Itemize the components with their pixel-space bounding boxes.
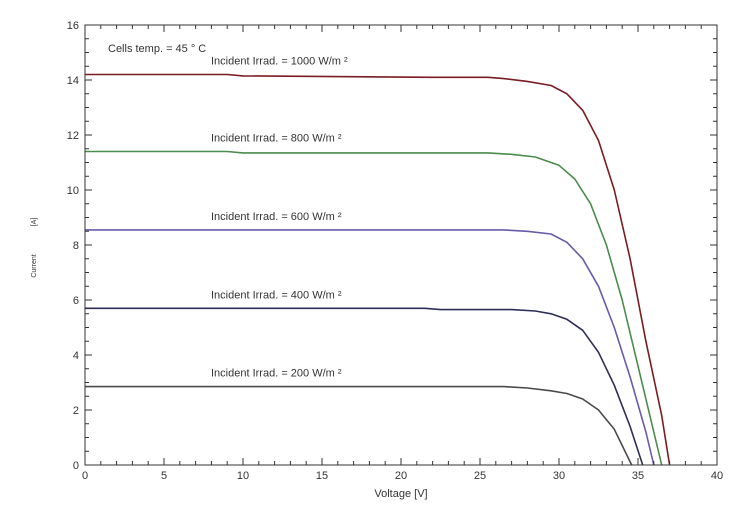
series-line-3 — [85, 307, 644, 466]
x-tick-label: 10 — [237, 470, 249, 482]
x-tick-label: 0 — [82, 470, 88, 482]
x-tick-label: 35 — [632, 470, 644, 482]
y-axis-label-name: Current — [31, 254, 38, 277]
series-label-0: Incident Irrad. = 1000 W/m ² — [211, 56, 348, 68]
y-tick-label: 8 — [73, 240, 79, 252]
y-tick-label: 0 — [73, 460, 79, 472]
series-label-2: Incident Irrad. = 600 W/m ² — [211, 211, 342, 223]
x-axis-label: Voltage [V] — [374, 488, 427, 500]
y-tick-label: 14 — [67, 75, 79, 87]
x-tick-label: 20 — [395, 470, 407, 482]
series-label-3: Incident Irrad. = 400 W/m ² — [211, 289, 342, 301]
x-tick-label: 5 — [161, 470, 167, 482]
y-tick-label: 16 — [67, 20, 79, 32]
y-tick-label: 12 — [67, 130, 79, 142]
x-tick-label: 30 — [553, 470, 565, 482]
plot-frame — [84, 24, 718, 466]
series-labels-layer: Incident Irrad. = 1000 W/m ² Incident Irr… — [211, 56, 348, 380]
curves-layer — [85, 73, 671, 466]
series-line-2 — [85, 229, 655, 466]
y-tick-label: 2 — [73, 405, 79, 417]
x-tick-label: 15 — [316, 470, 328, 482]
series-line-4 — [85, 385, 633, 466]
y-tick-label: 10 — [67, 185, 79, 197]
ticks-layer — [84, 24, 718, 466]
temperature-annotation: Cells temp. = 45 ° C — [108, 43, 206, 55]
series-label-4: Incident Irrad. = 200 W/m ² — [211, 368, 342, 380]
y-tick-label: 4 — [73, 350, 79, 362]
series-label-1: Incident Irrad. = 800 W/m ² — [211, 133, 342, 145]
series-line-1 — [85, 150, 663, 466]
x-tick-label: 40 — [711, 470, 723, 482]
tick-labels-layer: 0 5 10 15 20 25 30 35 40 0 2 4 6 8 10 12 14 16 — [67, 20, 723, 482]
series-line-0 — [85, 73, 671, 466]
y-tick-label: 6 — [73, 295, 79, 307]
y-axis-label-unit: [A] — [31, 218, 38, 227]
x-tick-label: 25 — [474, 470, 486, 482]
